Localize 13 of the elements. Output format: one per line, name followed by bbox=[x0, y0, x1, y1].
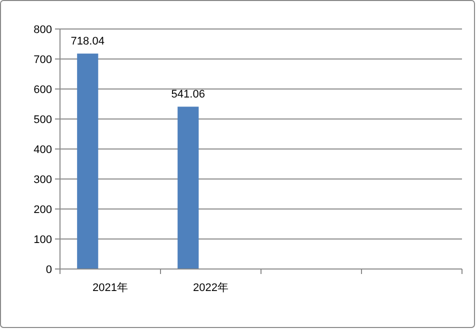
data-label: 718.04 bbox=[70, 36, 104, 48]
y-tick-label: 100 bbox=[34, 234, 52, 246]
y-tick-label: 400 bbox=[34, 144, 52, 156]
x-tick-label: 2021年 bbox=[92, 282, 128, 294]
y-tick-label: 500 bbox=[34, 114, 52, 126]
y-tick-label: 800 bbox=[34, 24, 52, 36]
y-tick-label: 600 bbox=[34, 84, 52, 96]
data-label: 541.06 bbox=[171, 88, 205, 101]
y-tick-label: 700 bbox=[34, 54, 52, 66]
x-tick-label: 2022年 bbox=[193, 282, 228, 294]
y-tick-label: 300 bbox=[34, 174, 52, 186]
y-tick-label: 200 bbox=[34, 204, 52, 216]
y-tick-label: 0 bbox=[46, 264, 52, 276]
